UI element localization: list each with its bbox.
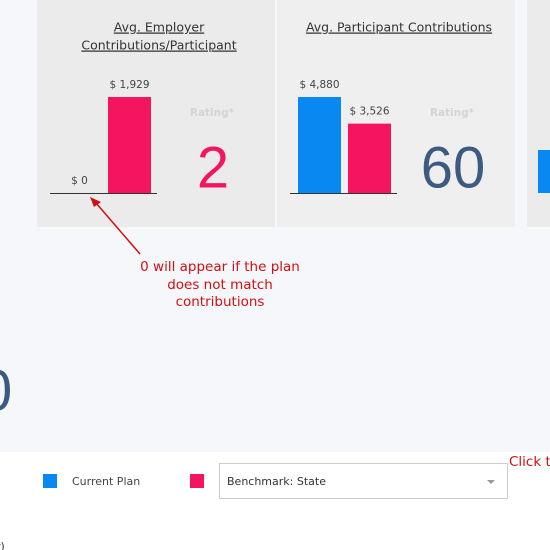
legend-swatch (190, 474, 204, 488)
rating-label: Rating* (430, 107, 475, 119)
benchmark-dropdown[interactable] (219, 463, 508, 499)
footer-fragment: r) (0, 540, 5, 550)
rating: 2 (197, 135, 229, 200)
annotation-arrow (95, 202, 141, 255)
bar (108, 97, 151, 193)
rating: 60 (421, 135, 486, 200)
dropdown-value[interactable]: Benchmark: State (227, 475, 326, 488)
annotation: 0 will appear if the plan does not match… (140, 259, 300, 310)
arrow-head (90, 197, 101, 207)
annotation-line: does not match (167, 277, 273, 293)
bar (348, 123, 391, 193)
legend-label: Current Plan (72, 475, 140, 488)
card-title: Avg. Employer (114, 20, 205, 35)
rating-label: Rating* (190, 107, 235, 119)
card (37, 0, 275, 227)
dropdown-caret[interactable] (487, 480, 495, 484)
bar-label: $ 4,880 (299, 79, 339, 91)
bar-label: $ 3,526 (349, 106, 389, 118)
bar-label: $ 1,929 (109, 79, 149, 91)
card-title: Avg. Participant Contributions (306, 20, 492, 35)
bar-label: $ 0 (71, 175, 88, 187)
bar (298, 97, 341, 193)
click-hint: Click t (509, 454, 550, 470)
annotation-line: contributions (176, 294, 265, 310)
side-value: 0 (0, 358, 12, 423)
partial-bar (538, 150, 550, 193)
card-title: Contributions/Participant (81, 38, 236, 53)
cards: Avg. Employer Contributions/Participant $ … (37, 0, 515, 227)
legend-swatch (43, 474, 57, 488)
annotation-line: 0 will appear if the plan (140, 259, 300, 275)
